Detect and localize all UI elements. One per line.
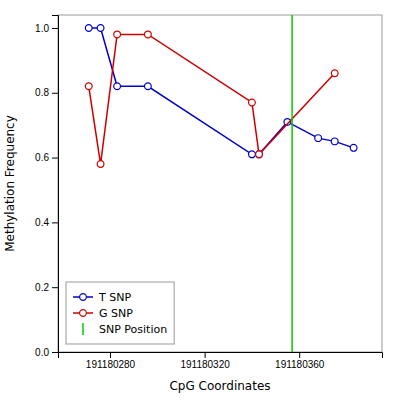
tick: 191180280 (86, 352, 136, 370)
tick: 0.8 (35, 87, 58, 98)
tick-label: 191180280 (86, 359, 136, 370)
legend-entry: G SNP (73, 307, 133, 320)
tick-mark (52, 222, 58, 223)
tick-label: 0.0 (35, 347, 49, 358)
tick-label: 191180360 (275, 359, 325, 370)
point (315, 135, 322, 142)
tick: 0.4 (35, 217, 58, 228)
tick-label: 0.4 (35, 217, 49, 228)
tick: 1.0 (35, 23, 58, 34)
tick-label: 0.8 (35, 87, 49, 98)
tick-mark (299, 352, 300, 358)
tick: 191180320 (180, 352, 230, 370)
snp-line (291, 15, 293, 352)
plot-frame (58, 15, 382, 352)
tick-label: 0.2 (35, 282, 49, 293)
point (85, 83, 92, 90)
marks (85, 15, 357, 352)
axis-line (52, 16, 59, 353)
point (97, 25, 104, 32)
tick: 191180360 (275, 352, 325, 370)
chart: 1911802801911803201911803600.00.20.40.60… (0, 0, 400, 400)
tick: 0.0 (35, 347, 58, 358)
legend: T SNP G SNP SNP Position (66, 282, 174, 344)
point (144, 83, 151, 90)
tick-mark (52, 93, 58, 94)
point (249, 151, 256, 158)
tick-label: 0.6 (35, 152, 49, 163)
tick-mark (52, 158, 58, 159)
tick-mark (52, 287, 58, 288)
plot-area: 1911802801911803201911803600.00.20.40.60… (35, 15, 382, 370)
legend-marker (80, 294, 87, 301)
series-line (89, 28, 354, 154)
point (85, 25, 92, 32)
x-axis-title: CpG Coordinates (169, 379, 270, 393)
tick-mark (52, 28, 58, 29)
legend-entry: SNP Position (83, 323, 167, 336)
tick-mark (52, 352, 58, 353)
point (331, 138, 338, 145)
point (256, 151, 263, 158)
point (256, 151, 263, 158)
tick-mark (205, 352, 206, 358)
tick-mark (110, 352, 111, 358)
point (331, 70, 338, 77)
y-axis: 0.0 0.2 0.4 0.6 0.8 1.0 (35, 16, 58, 358)
series-line (89, 34, 335, 164)
legend-label: G SNP (99, 307, 133, 320)
point (249, 99, 256, 106)
legend-frame (66, 282, 174, 344)
legend-swatch (82, 323, 84, 335)
legend-marker (80, 310, 87, 317)
tick-label: 1.0 (35, 23, 49, 34)
axis-line (59, 353, 383, 359)
point (114, 31, 121, 38)
legend-label: T SNP (98, 291, 131, 304)
legend-entry: T SNP (73, 291, 131, 304)
x-axis: 191180280 191180320 191180360 (59, 352, 383, 370)
point (350, 144, 357, 151)
tick: 0.6 (35, 152, 58, 163)
point (97, 161, 104, 168)
y-axis-title: Methylation Frequency (3, 115, 17, 252)
point (114, 83, 121, 90)
tick-label: 191180320 (180, 359, 230, 370)
point (144, 31, 151, 38)
legend-label: SNP Position (99, 323, 167, 336)
tick: 0.2 (35, 282, 58, 293)
